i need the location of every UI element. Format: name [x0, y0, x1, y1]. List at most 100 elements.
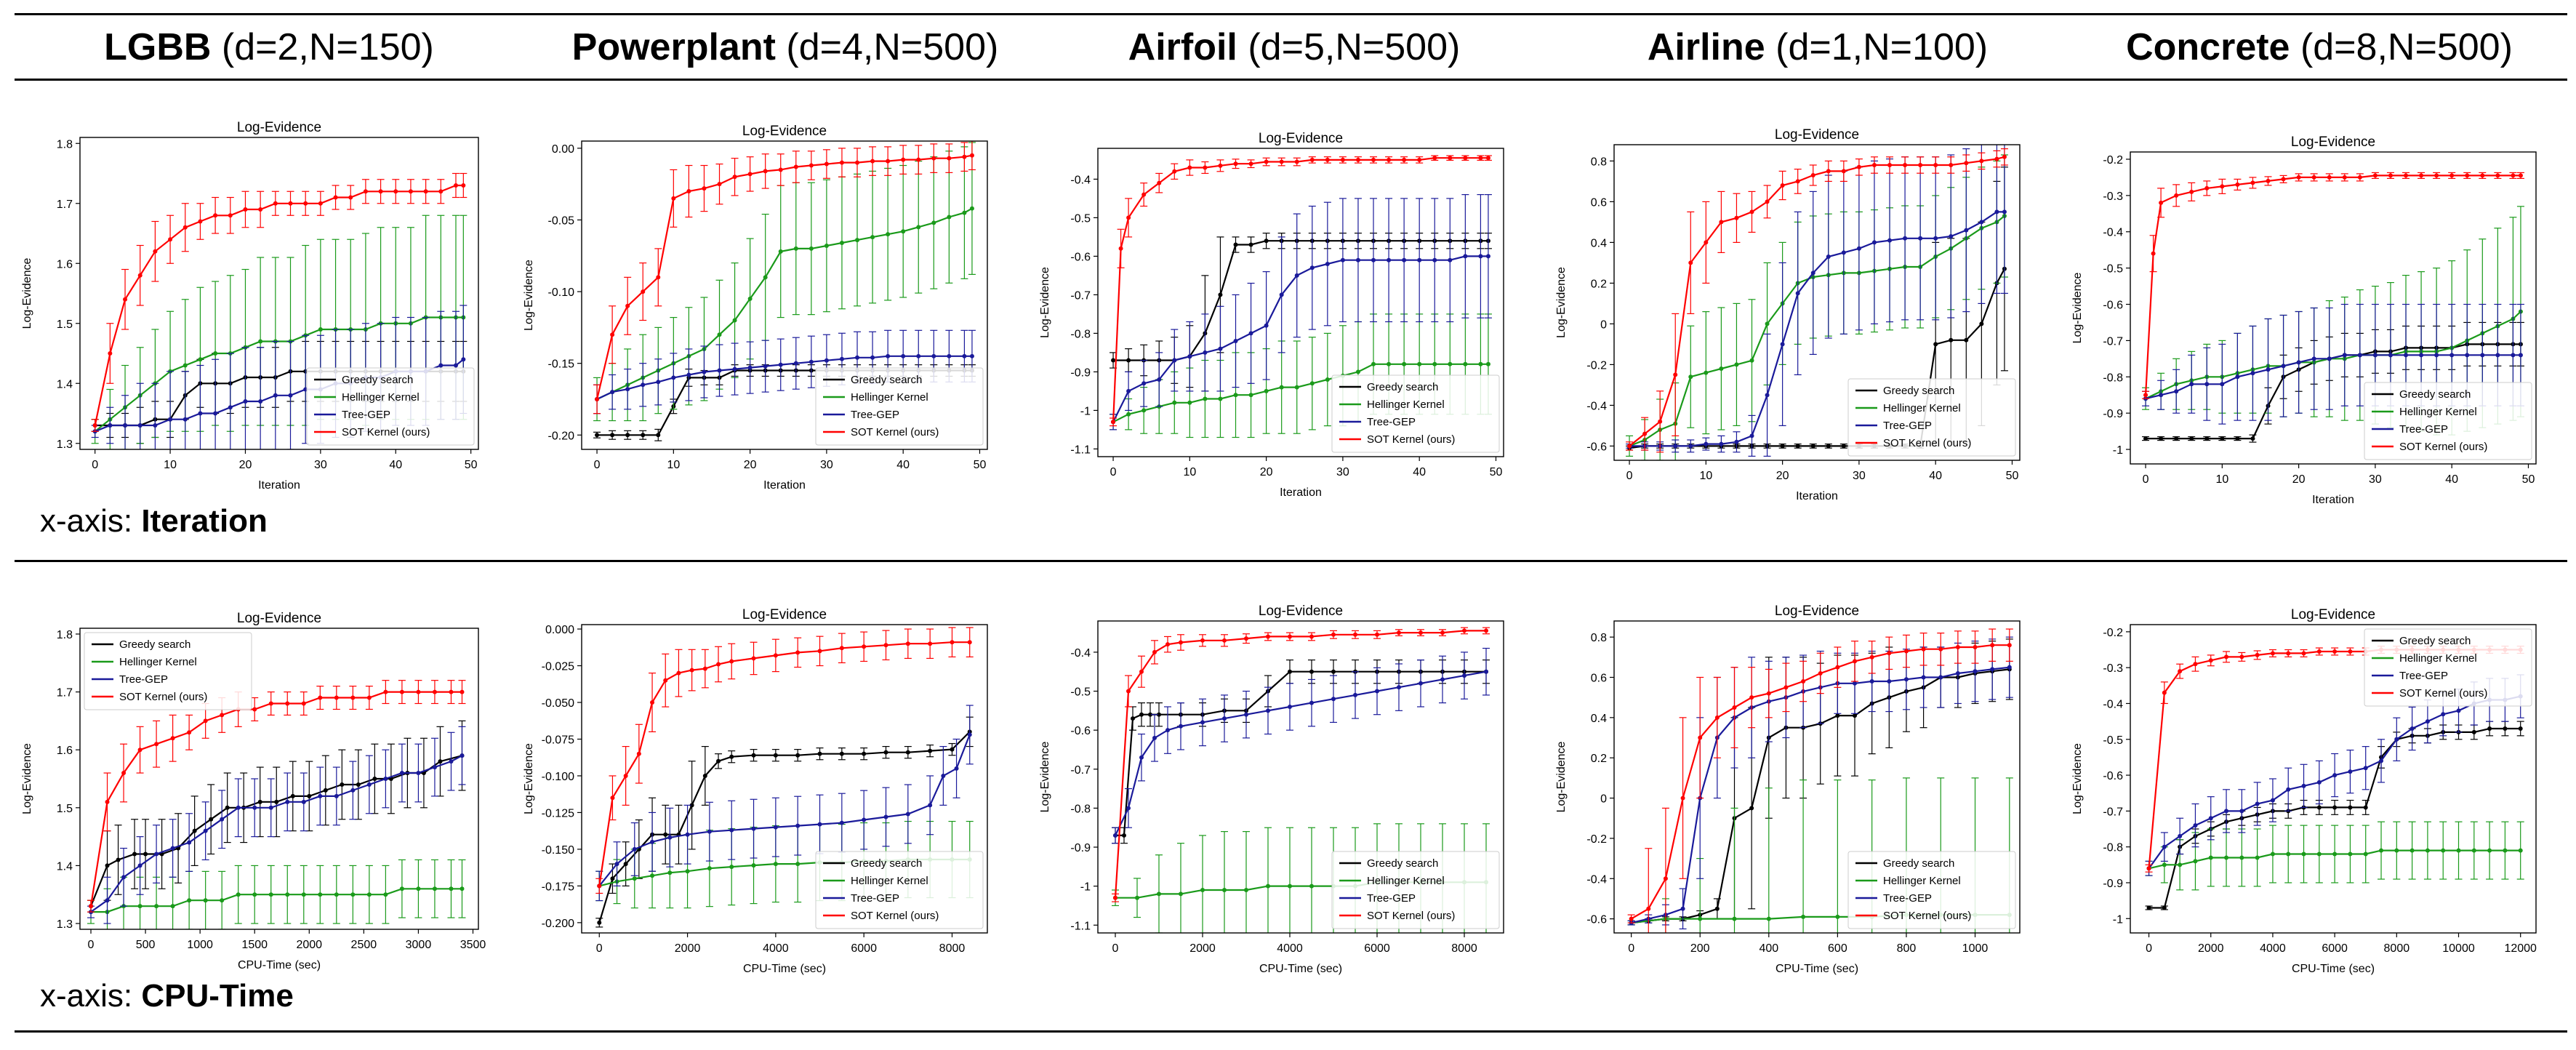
data-point	[1780, 183, 1785, 188]
data-point	[2410, 726, 2415, 731]
data-point	[650, 873, 655, 878]
y-tick-label: -0.8	[2103, 372, 2123, 384]
x-tick-label: 2000	[675, 942, 701, 955]
data-point	[2342, 175, 2347, 180]
data-point	[2208, 855, 2213, 860]
x-axis-label: CPU-Time (sec)	[743, 963, 826, 975]
data-point	[285, 892, 290, 897]
y-tick-label: 0	[1600, 318, 1607, 331]
data-point	[1141, 408, 1147, 413]
data-point	[1417, 361, 1422, 366]
y-tick-label: -1.1	[1070, 444, 1091, 456]
data-point	[2316, 649, 2322, 654]
dataset-header-powerplant: Powerplant (d=4,N=500)	[531, 15, 1040, 80]
data-point	[2419, 353, 2424, 358]
data-point	[1266, 634, 1270, 639]
x-tick-label: 8000	[2384, 942, 2410, 955]
data-point	[625, 303, 630, 308]
data-point	[855, 160, 860, 165]
y-tick-label: 0.2	[1591, 278, 1607, 290]
data-point	[751, 753, 756, 758]
data-point	[1887, 238, 1893, 243]
y-tick-label: -0.6	[1586, 914, 1607, 926]
data-point	[773, 825, 778, 830]
data-point	[1157, 712, 1161, 717]
data-point	[625, 387, 630, 392]
x-tick-label: 200	[1690, 942, 1710, 955]
data-point	[182, 417, 188, 422]
data-point	[1795, 444, 1800, 449]
data-point	[2487, 848, 2492, 853]
x-tick-label: 30	[1336, 466, 1349, 478]
data-point	[1463, 254, 1468, 259]
y-tick-label: -0.7	[2103, 335, 2123, 348]
data-point	[2255, 801, 2260, 806]
data-point	[1734, 439, 1739, 444]
y-tick-label: -1	[2113, 913, 2123, 926]
data-point	[1704, 370, 1709, 375]
y-tick-label: 1.8	[57, 629, 73, 641]
data-point	[1266, 883, 1270, 889]
legend-label: SOT Kernel (ours)	[342, 426, 430, 438]
data-point	[143, 851, 148, 857]
data-point	[928, 748, 933, 753]
data-point	[632, 846, 637, 851]
data-point	[1835, 665, 1840, 670]
y-tick-label: 1.3	[57, 438, 73, 451]
data-point	[1719, 441, 1724, 446]
x-tick-label: 3000	[406, 939, 432, 951]
data-point	[2007, 665, 2012, 670]
data-point	[1704, 240, 1709, 245]
data-point	[416, 689, 421, 694]
legend-label: SOT Kernel (ours)	[119, 691, 207, 703]
data-point	[839, 160, 844, 165]
y-tick-label: -0.3	[2103, 191, 2123, 203]
data-point	[334, 793, 339, 798]
x-tick-label: 400	[1759, 942, 1778, 955]
data-point	[1698, 735, 1703, 740]
x-axis-label: Iteration	[1280, 486, 1322, 499]
y-tick-label: -1.1	[1070, 920, 1091, 932]
data-point	[2449, 353, 2455, 358]
data-point	[1766, 916, 1771, 921]
y-axis-label: Log-Evidence	[523, 260, 535, 331]
legend-label: Hellinger Kernel	[2399, 406, 2477, 418]
data-point	[303, 201, 308, 206]
x-tick-label: 12000	[2504, 942, 2537, 955]
data-point	[1698, 916, 1703, 921]
plot-frame	[581, 624, 988, 934]
data-point	[1688, 374, 1693, 380]
data-point	[333, 195, 338, 200]
data-point	[1355, 157, 1360, 162]
data-point	[773, 862, 778, 867]
x-tick-label: 6000	[2322, 942, 2348, 955]
series-line-hellinger	[2145, 310, 2521, 400]
data-point	[610, 390, 615, 395]
data-point	[1994, 156, 1999, 161]
data-point	[2178, 833, 2183, 838]
data-point	[1949, 234, 1954, 239]
data-point	[1810, 270, 1815, 276]
data-point	[285, 799, 290, 804]
data-point	[656, 433, 661, 438]
data-point	[969, 206, 974, 211]
y-tick-label: -0.4	[1070, 174, 1091, 186]
data-point	[795, 753, 801, 758]
data-point	[318, 892, 323, 897]
data-point	[870, 235, 875, 240]
y-tick-label: 1.4	[57, 378, 73, 390]
data-point	[2286, 851, 2291, 857]
data-point	[1887, 163, 1893, 167]
data-point	[707, 866, 712, 871]
data-point	[650, 700, 655, 705]
data-point	[793, 361, 798, 366]
data-point	[198, 357, 203, 362]
data-point	[2281, 364, 2286, 369]
x-tick-label: 0	[1112, 942, 1119, 955]
data-point	[2174, 436, 2179, 441]
y-tick-label: -0.5	[1070, 686, 1091, 699]
data-point	[1869, 679, 1874, 684]
data-point	[1309, 157, 1315, 162]
y-tick-label: -0.15	[548, 358, 575, 371]
data-point	[2404, 173, 2409, 178]
